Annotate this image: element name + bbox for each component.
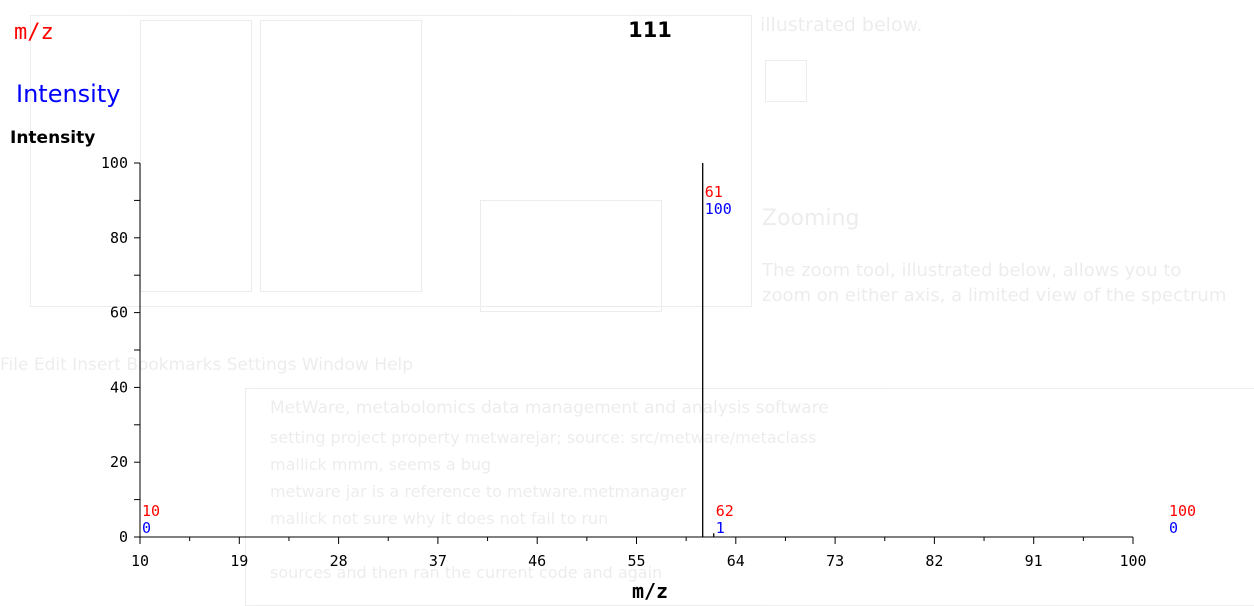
x-tick-label: 10 [131,552,149,570]
x-tick-label: 28 [330,552,348,570]
peak-intensity-label: 1 [716,519,725,537]
y-tick-label: 0 [119,528,128,546]
peak-mz-label: 61 [705,183,723,201]
peak-intensity-label: 0 [142,519,151,537]
x-tick-label: 55 [627,552,645,570]
x-axis-label: m/z [632,579,668,603]
x-tick-label: 46 [528,552,546,570]
x-tick-label: 73 [826,552,844,570]
x-tick-label: 64 [727,552,745,570]
x-tick-label: 100 [1119,552,1146,570]
y-tick-label: 40 [110,378,128,396]
peak-mz-label: 100 [1169,502,1196,520]
legend-mz-label: m/z [14,20,54,45]
x-tick-label: 91 [1025,552,1043,570]
legend-intensity-label: Intensity [16,80,121,108]
y-axis-label: Intensity [10,128,95,148]
y-tick-label: 60 [110,304,128,322]
y-tick-label: 100 [101,154,128,172]
x-tick-label: 37 [429,552,447,570]
x-tick-label: 19 [230,552,248,570]
x-tick-label: 82 [925,552,943,570]
peak-mz-label: 62 [716,502,734,520]
peak-intensity-label: 0 [1169,519,1178,537]
peak-intensity-label: 100 [705,200,732,218]
chart-title: 111 [628,18,672,42]
y-tick-label: 80 [110,229,128,247]
chart-axes: Intensity m/z [10,128,1133,603]
y-tick-label: 20 [110,453,128,471]
peak-mz-label: 10 [142,502,160,520]
